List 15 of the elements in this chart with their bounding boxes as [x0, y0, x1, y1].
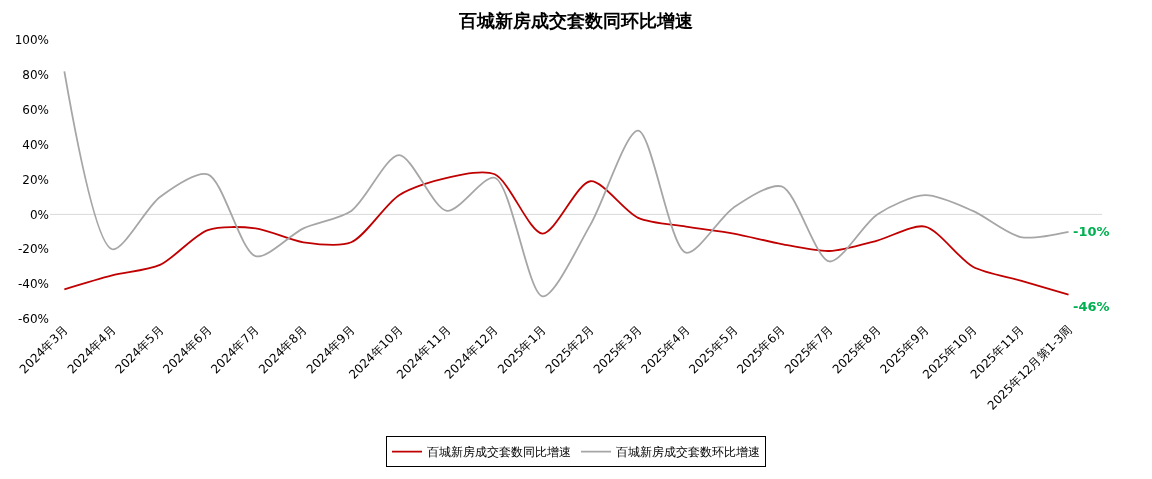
annotation: -10%	[1073, 224, 1110, 239]
y-tick-label: 100%	[14, 33, 49, 48]
y-tick-label: -20%	[17, 242, 49, 257]
y-tick-label: 80%	[22, 68, 49, 83]
legend-label: 百城新房成交套数同比增速	[427, 445, 571, 460]
y-tick-label: -60%	[17, 312, 49, 327]
y-tick-label: 40%	[22, 137, 49, 152]
y-tick-label: 20%	[22, 172, 49, 187]
y-tick-label: 60%	[22, 102, 49, 117]
y-tick-label: -40%	[17, 277, 49, 292]
line-series	[63, 70, 1070, 298]
y-tick-label: 0%	[29, 207, 49, 222]
annotation: -46%	[1073, 299, 1110, 314]
chart-title: 百城新房成交套数同环比增速	[458, 9, 693, 31]
legend-label: 百城新房成交套数环比增速	[616, 445, 760, 460]
